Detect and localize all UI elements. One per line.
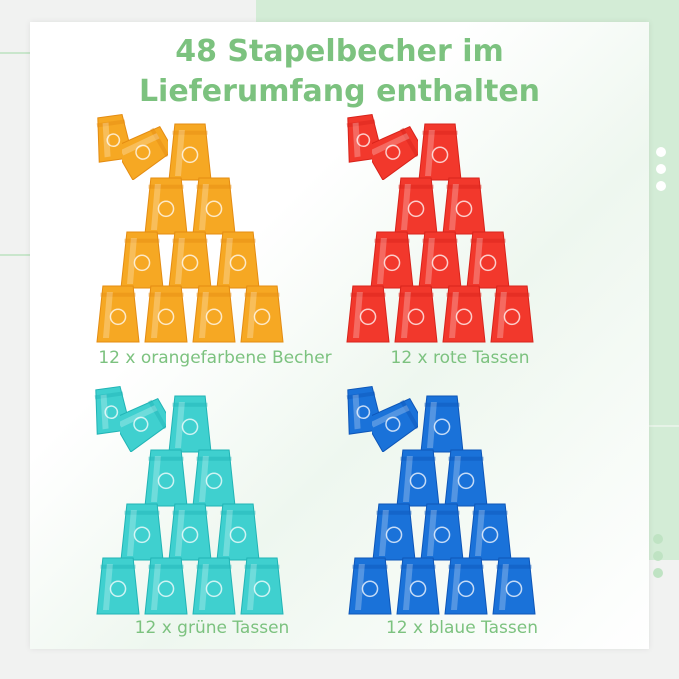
stack-cup <box>96 285 140 343</box>
stack-cup <box>468 503 512 561</box>
background-line <box>0 254 30 256</box>
stack-cup <box>370 231 414 289</box>
stack-cup <box>442 177 486 235</box>
label-orange: 12 x orangefarbene Becher <box>98 348 332 368</box>
stack-cup <box>420 395 464 453</box>
stack-cup <box>120 398 166 452</box>
stack-cup <box>168 395 212 453</box>
stack-cup <box>240 285 284 343</box>
stack-cup <box>492 557 536 615</box>
stack-cup <box>396 557 440 615</box>
decor-dot <box>653 551 663 561</box>
decor-dot <box>653 534 663 544</box>
background-accent-top <box>256 0 679 22</box>
stack-cup <box>216 503 260 561</box>
stack-cup <box>240 557 284 615</box>
page-title: 48 Stapelbecher im Lieferumfang enthalte… <box>30 32 649 112</box>
stack-cup <box>466 231 510 289</box>
stack-cup <box>216 231 260 289</box>
decor-dot <box>656 164 666 174</box>
stack-cup <box>144 557 188 615</box>
stack-cup <box>192 557 236 615</box>
stack-cup <box>442 285 486 343</box>
stack-cup <box>192 285 236 343</box>
stack-cup <box>372 503 416 561</box>
stack-cup <box>144 177 188 235</box>
title-line-2: Lieferumfang enthalten <box>138 74 541 109</box>
stack-cup <box>192 449 236 507</box>
background-line <box>0 52 30 54</box>
title-line-1: 48 Stapelbecher im <box>175 34 504 69</box>
stack-cup <box>144 285 188 343</box>
background-line <box>649 425 679 427</box>
label-red: 12 x rote Tassen <box>390 348 530 368</box>
background-accent-right <box>649 0 679 560</box>
stack-cup <box>372 126 418 180</box>
stack-cup <box>490 285 534 343</box>
stack-cup <box>192 177 236 235</box>
stack-cup <box>348 557 392 615</box>
stack-cup <box>418 231 462 289</box>
label-blue: 12 x blaue Tassen <box>385 618 538 638</box>
stack-cup <box>144 449 188 507</box>
decor-dots-top <box>656 147 666 198</box>
stack-cup <box>394 177 438 235</box>
decor-dot <box>656 181 666 191</box>
stack-cup <box>396 449 440 507</box>
label-green: 12 x grüne Tassen <box>134 618 290 638</box>
stack-cup <box>96 557 140 615</box>
stack-cup <box>444 557 488 615</box>
decor-dots-bottom <box>653 534 663 585</box>
decor-dot <box>653 568 663 578</box>
stack-cup <box>346 285 390 343</box>
stack-cup <box>120 503 164 561</box>
stack-cup <box>444 449 488 507</box>
stack-cup <box>394 285 438 343</box>
stack-cup <box>372 398 418 452</box>
stack-cup <box>168 231 212 289</box>
stack-cup <box>122 126 168 180</box>
decor-dot <box>656 147 666 157</box>
